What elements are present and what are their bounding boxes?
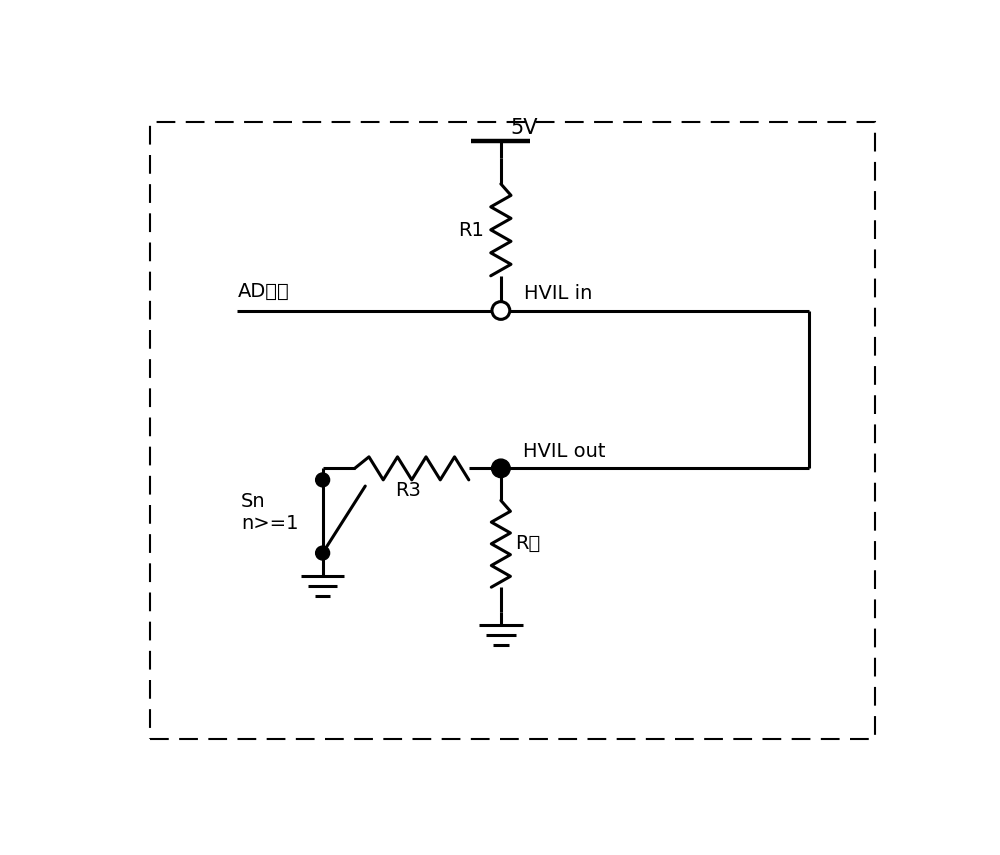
Text: HVIL in: HVIL in [524,284,592,303]
Text: R短: R短 [515,534,540,553]
Circle shape [316,473,330,486]
Text: Sn
n>=1: Sn n>=1 [241,492,299,534]
Text: R1: R1 [458,221,484,240]
Circle shape [492,459,510,478]
Text: HVIL out: HVIL out [523,442,605,461]
Circle shape [316,546,330,560]
Text: 5V: 5V [510,118,538,138]
Text: AD采集: AD采集 [237,281,289,300]
Text: R3: R3 [395,481,421,500]
